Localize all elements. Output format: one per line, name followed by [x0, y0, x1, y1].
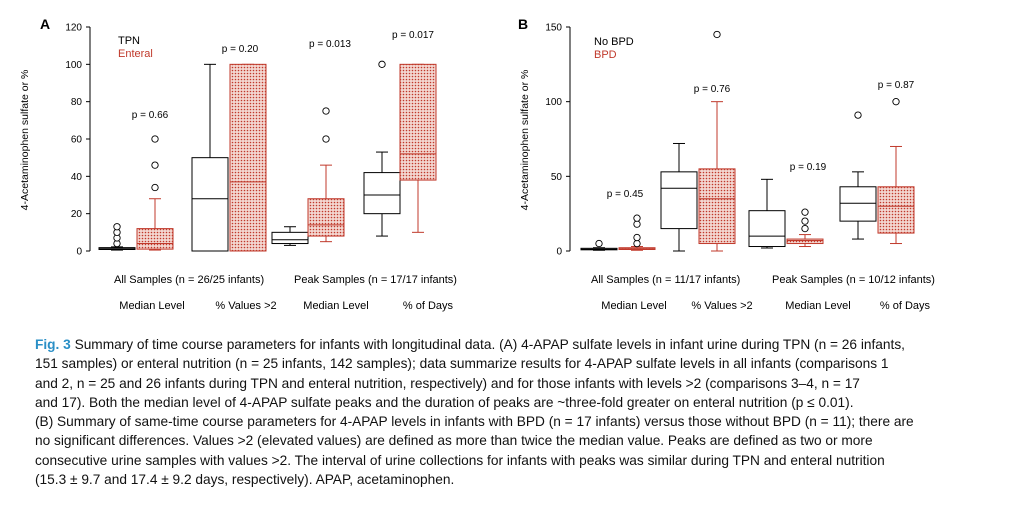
panel-b-group-label-1: All Samples (n = 11/17 infants): [591, 274, 740, 286]
outlier-point: [633, 214, 641, 222]
box-series-2: [307, 198, 345, 237]
panel-a-legend-tpn: TPN: [118, 35, 140, 47]
caption-line-2: 151 samples) or enteral nutrition (n = 2…: [35, 356, 889, 372]
caption-line-7: consecutive urine samples with values >2…: [35, 452, 885, 468]
caption-line-4: and 17). Both the median level of 4-APAP…: [35, 394, 854, 410]
panel-a-plot: 0 20 40 60 80 100 120 p = 0.66 p = 0.20 p = 0.013…: [65, 23, 437, 258]
panel-a-group-label-1: All Samples (n = 26/25 infants): [114, 274, 264, 286]
outlier-point: [322, 135, 330, 143]
outlier-point: [322, 107, 330, 115]
p-value-label: p = 0.19: [790, 162, 827, 173]
y-tick-label: 60: [71, 135, 83, 146]
box-series-1: [271, 231, 309, 245]
y-tick-label: 0: [556, 247, 562, 258]
y-tick-label: 0: [76, 247, 82, 258]
p-value-label: p = 0.87: [878, 80, 915, 91]
y-tick-label: 100: [545, 97, 562, 108]
figure-caption: Fig. 3 Summary of time course parameters…: [35, 335, 990, 489]
p-value-label: p = 0.013: [309, 39, 351, 50]
panel-a-group-label-2: Peak Samples (n = 17/17 infants): [294, 274, 457, 286]
outlier-point: [801, 217, 809, 225]
box-series-2: [399, 63, 437, 181]
caption-label: Fig. 3: [35, 337, 71, 352]
panel-b-ylabel: 4-Acetaminophen sulfate or %: [519, 70, 531, 211]
y-tick-label: 100: [65, 60, 82, 71]
caption-line-5: (B) Summary of same-time course paramete…: [35, 414, 914, 430]
figure-3-panels: A 4-Acetaminophen sulfate or % TPN Enter…: [19, 16, 935, 312]
panel-b-legend-bpd: BPD: [594, 49, 617, 61]
box-series-1: [839, 186, 877, 222]
panel-a-letter: A: [40, 16, 50, 32]
box-series-2: [229, 63, 267, 252]
caption-line-8: (15.3 ± 9.7 and 17.4 ± 9.2 days, respect…: [35, 472, 455, 488]
outlier-point: [151, 135, 159, 143]
outlier-point: [595, 239, 603, 248]
caption-line-3: and 2, n = 25 and 26 infants during TPN …: [35, 375, 860, 391]
panel-b-pair-label-4: % of Days: [880, 300, 931, 312]
panel-b-pair-label-2: % Values >2: [691, 300, 752, 312]
outlier-point: [801, 224, 809, 233]
box-series-2: [136, 228, 174, 250]
y-tick-label: 150: [545, 23, 562, 34]
outlier-point: [633, 233, 641, 242]
outlier-point: [854, 111, 862, 119]
panel-a-pair-label-3: Median Level: [303, 300, 368, 312]
box-series-2: [786, 238, 824, 245]
panel-b-legend-nobpd: No BPD: [594, 36, 634, 48]
box-series-2: [698, 168, 736, 245]
outlier-point: [633, 220, 641, 228]
panel-b-letter: B: [518, 16, 528, 32]
panel-b-plot: 0 50 100 150 p = 0.45 p = 0.76 p = 0.19 p = 0.8…: [545, 23, 914, 258]
outlier-point: [892, 98, 900, 106]
y-tick-label: 20: [71, 209, 83, 220]
box-series-1: [748, 210, 786, 248]
panel-a-legend-enteral: Enteral: [118, 48, 153, 60]
panel-a-ylabel: 4-Acetaminophen sulfate or %: [19, 70, 31, 211]
y-tick-label: 120: [65, 23, 82, 34]
panel-b-pair-label-3: Median Level: [785, 300, 850, 312]
p-value-label: p = 0.66: [132, 110, 169, 121]
panel-a-pair-label-2: % Values >2: [215, 300, 276, 312]
panel-b-pair-label-1: Median Level: [601, 300, 666, 312]
outlier-point: [113, 223, 121, 231]
panel-a-pair-label-1: Median Level: [119, 300, 184, 312]
panel-b-group-label-2: Peak Samples (n = 10/12 infants): [772, 274, 935, 286]
outlier-point: [713, 30, 721, 39]
outlier-point: [633, 239, 641, 248]
p-value-label: p = 0.017: [392, 30, 434, 41]
caption-line-1: Summary of time course parameters for in…: [74, 337, 905, 352]
box-series-1: [191, 157, 229, 252]
y-tick-label: 40: [71, 172, 83, 183]
y-tick-label: 80: [71, 97, 83, 108]
box-series-2: [877, 186, 915, 234]
outlier-point: [151, 161, 159, 169]
box-series-1: [660, 171, 698, 230]
outlier-point: [378, 60, 386, 68]
p-value-label: p = 0.76: [694, 84, 731, 95]
y-tick-label: 50: [551, 172, 563, 183]
p-value-label: p = 0.45: [607, 189, 644, 200]
p-value-label: p = 0.20: [222, 44, 259, 55]
outlier-point: [151, 183, 159, 192]
caption-line-6: no significant differences. Values >2 (e…: [35, 433, 873, 449]
box-series-1: [363, 172, 401, 215]
outlier-point: [801, 208, 809, 216]
panel-a-pair-label-4: % of Days: [403, 300, 454, 312]
